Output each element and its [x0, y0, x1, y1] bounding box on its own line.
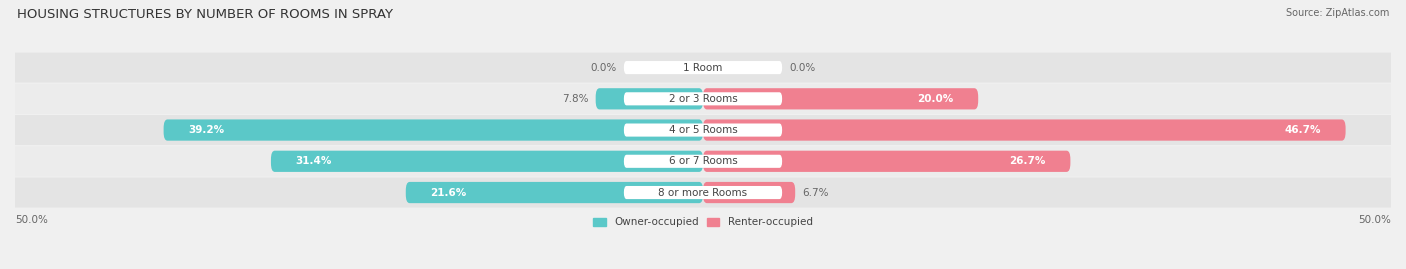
Text: 0.0%: 0.0%	[789, 63, 815, 73]
FancyBboxPatch shape	[624, 155, 782, 168]
Text: 1 Room: 1 Room	[683, 63, 723, 73]
FancyBboxPatch shape	[703, 182, 796, 203]
Text: 8 or more Rooms: 8 or more Rooms	[658, 187, 748, 197]
Text: 31.4%: 31.4%	[295, 156, 332, 166]
Text: 50.0%: 50.0%	[15, 215, 48, 225]
Text: 6 or 7 Rooms: 6 or 7 Rooms	[669, 156, 737, 166]
Text: 46.7%: 46.7%	[1284, 125, 1320, 135]
FancyBboxPatch shape	[15, 53, 1391, 83]
FancyBboxPatch shape	[624, 92, 782, 105]
FancyBboxPatch shape	[271, 151, 703, 172]
FancyBboxPatch shape	[163, 119, 703, 141]
FancyBboxPatch shape	[15, 115, 1391, 145]
Text: 2 or 3 Rooms: 2 or 3 Rooms	[669, 94, 737, 104]
Text: 7.8%: 7.8%	[562, 94, 589, 104]
FancyBboxPatch shape	[703, 88, 979, 109]
FancyBboxPatch shape	[15, 146, 1391, 176]
Text: HOUSING STRUCTURES BY NUMBER OF ROOMS IN SPRAY: HOUSING STRUCTURES BY NUMBER OF ROOMS IN…	[17, 8, 392, 21]
FancyBboxPatch shape	[406, 182, 703, 203]
Text: 6.7%: 6.7%	[801, 187, 828, 197]
Text: 50.0%: 50.0%	[1358, 215, 1391, 225]
FancyBboxPatch shape	[624, 123, 782, 137]
FancyBboxPatch shape	[703, 151, 1070, 172]
FancyBboxPatch shape	[596, 88, 703, 109]
Legend: Owner-occupied, Renter-occupied: Owner-occupied, Renter-occupied	[593, 218, 813, 228]
Text: 39.2%: 39.2%	[188, 125, 225, 135]
Text: 4 or 5 Rooms: 4 or 5 Rooms	[669, 125, 737, 135]
Text: 20.0%: 20.0%	[917, 94, 953, 104]
Text: Source: ZipAtlas.com: Source: ZipAtlas.com	[1285, 8, 1389, 18]
Text: 21.6%: 21.6%	[430, 187, 467, 197]
FancyBboxPatch shape	[15, 178, 1391, 207]
FancyBboxPatch shape	[624, 186, 782, 199]
Text: 26.7%: 26.7%	[1010, 156, 1046, 166]
FancyBboxPatch shape	[703, 119, 1346, 141]
FancyBboxPatch shape	[624, 61, 782, 74]
FancyBboxPatch shape	[15, 84, 1391, 114]
Text: 0.0%: 0.0%	[591, 63, 617, 73]
